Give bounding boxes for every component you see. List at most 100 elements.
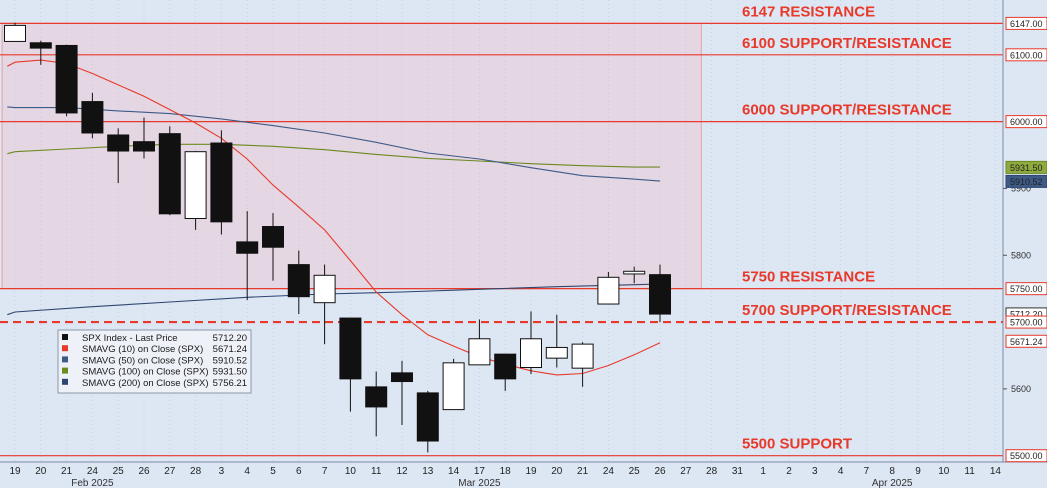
candle-bearish: [494, 353, 517, 380]
price-tag: [1005, 449, 1047, 463]
candle-bearish: [649, 274, 671, 315]
price-tag: [1005, 174, 1047, 188]
legend-series-value: 5671.24: [213, 344, 247, 355]
x-tick-label: 17: [474, 466, 486, 477]
x-tick-label: 11: [371, 466, 382, 477]
x-tick-label: 19: [525, 466, 537, 477]
price-tag: [1005, 16, 1047, 30]
y-tick-label: 5800: [1011, 250, 1031, 260]
price-tag-label: 5712.20: [1010, 309, 1043, 319]
candle-bullish: [623, 270, 646, 275]
x-tick-label: 26: [138, 466, 150, 477]
candle-bullish: [520, 338, 542, 369]
x-tick-label: 4: [838, 466, 844, 477]
x-tick-label: 9: [915, 466, 921, 477]
legend-swatch: [62, 356, 68, 363]
x-tick-label: 27: [164, 466, 176, 477]
price-tag-label: 6100.00: [1010, 50, 1043, 60]
price-tag: [1005, 48, 1047, 62]
candle-bearish: [29, 42, 52, 49]
price-tag-label: 5700.00: [1010, 318, 1043, 328]
candle-bullish: [184, 151, 207, 220]
candle-bearish: [133, 141, 155, 152]
level-labels-layer: 6147 RESISTANCE 6100 SUPPORT/RESISTANCE 60…: [742, 3, 952, 452]
x-tick-label: 25: [113, 466, 125, 477]
legend-series-value: 5910.52: [213, 355, 247, 366]
candle-bearish: [236, 241, 259, 254]
level-label-6000: 6000 SUPPORT/RESISTANCE: [742, 102, 952, 119]
x-tick-label: 28: [706, 466, 718, 477]
x-tick-label: 24: [603, 466, 615, 477]
legend-swatch: [62, 378, 68, 385]
x-tick-label: 10: [938, 466, 950, 477]
x-tick-label: 10: [345, 466, 357, 477]
x-tick-label: 3: [219, 466, 225, 477]
y-axis-panel: [1003, 0, 1047, 488]
candle-bearish: [210, 142, 233, 223]
x-tick-label: 14: [990, 466, 1002, 477]
y-tick-label: 5900: [1011, 183, 1031, 193]
level-label-5500: 5500 SUPPORT: [742, 436, 852, 453]
legend: SPX Index - Last Price 5712.20 SMAVG (10) …: [57, 329, 252, 394]
resistance-zone-layer: [1, 22, 702, 290]
level-label-5750: 5750 RESISTANCE: [742, 269, 875, 286]
legend-swatch: [62, 334, 68, 340]
price-tag-label: 6000.00: [1010, 117, 1043, 127]
candle-bearish: [339, 317, 362, 380]
x-tick-label: 31: [732, 466, 744, 477]
price-tag: [1005, 315, 1047, 329]
price-tag: [1005, 334, 1047, 348]
level-label-5700: 5700 SUPPORT/RESISTANCE: [742, 302, 952, 319]
price-tag: [1005, 160, 1047, 174]
month-label: Feb 2025: [71, 478, 114, 488]
legend-series-name: SMAVG (100) on Close (SPX): [82, 367, 209, 378]
sma10-line: [7, 59, 661, 376]
price-tag: [1005, 115, 1047, 129]
x-tick-label: 12: [396, 466, 408, 477]
x-tick-label: 13: [422, 466, 434, 477]
price-tag-label: 5910.52: [1010, 177, 1043, 187]
candle-bearish: [262, 226, 284, 248]
legend-series-value: 5756.21: [213, 378, 247, 389]
x-tick-label: 21: [61, 466, 73, 477]
x-tick-label: 28: [190, 466, 202, 477]
level-label-6100: 6100 SUPPORT/RESISTANCE: [742, 35, 952, 52]
candle-bullish: [313, 274, 336, 304]
month-label: Apr 2025: [872, 478, 913, 488]
candle-bullish: [442, 362, 465, 411]
x-tick-label: 24: [87, 466, 99, 477]
legend-swatch: [62, 367, 68, 374]
price-tag-label: 5671.24: [1010, 337, 1043, 347]
legend-series-value: 5931.50: [213, 367, 247, 378]
candle-bearish: [287, 264, 310, 298]
x-tick-label: 19: [9, 466, 21, 477]
legend-swatch: [62, 345, 68, 352]
sma100-line: [7, 143, 660, 168]
x-tick-label: 1: [760, 466, 766, 477]
month-label: Mar 2025: [458, 478, 501, 488]
legend-series-value: 5712.20: [213, 333, 247, 344]
legend-series-name: SMAVG (50) on Close (SPX): [82, 355, 203, 366]
candles-layer: [4, 22, 671, 453]
x-tick-label: 11: [964, 466, 975, 477]
x-tick-label: 26: [654, 466, 666, 477]
legend-series-name: SMAVG (200) on Close (SPX): [82, 378, 209, 389]
candle-bullish: [571, 343, 594, 369]
candle-bullish: [597, 276, 620, 305]
x-tick-label: 4: [244, 466, 250, 477]
candle-bearish: [416, 392, 439, 442]
candle-bearish: [391, 372, 413, 383]
price-tag-label: 5500.00: [1010, 451, 1043, 461]
candle-bullish: [468, 338, 491, 366]
x-tick-label: 20: [35, 466, 47, 477]
x-tick-label: 14: [448, 466, 460, 477]
x-tick-label: 7: [864, 466, 870, 477]
x-tick-label: 8: [889, 466, 895, 477]
price-tag-label: 5931.50: [1010, 163, 1043, 173]
candle-bullish: [4, 24, 26, 42]
x-tick-label: 25: [629, 466, 641, 477]
price-tag-label: 5750.00: [1010, 284, 1043, 294]
resistance-zone: [1, 22, 702, 290]
